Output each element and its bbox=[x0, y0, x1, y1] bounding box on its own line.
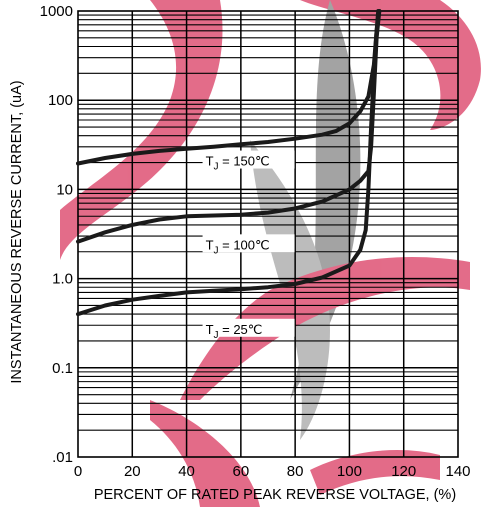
series-label-text: TJ = 25℃ bbox=[206, 322, 263, 341]
plot-frame bbox=[77, 10, 459, 458]
watermark bbox=[60, 0, 481, 507]
y-tick-label: 1000 bbox=[40, 3, 73, 20]
series-line bbox=[76, 9, 381, 166]
tick-labels: 0 20 40 60 80 100 120 140 1000 100 10 1.0 0.1 .01 bbox=[40, 3, 471, 480]
series-labels: TJ = 150℃ TJ = 100℃ TJ = 25℃ bbox=[202, 150, 295, 341]
x-tick-label: 140 bbox=[445, 463, 470, 480]
series-label-bg bbox=[202, 150, 295, 169]
y-tick-label: 1.0 bbox=[52, 271, 73, 288]
series-layer bbox=[76, 9, 382, 317]
y-tick-label: .01 bbox=[52, 449, 73, 466]
series-line bbox=[76, 9, 382, 317]
watermark-red-arc bbox=[60, 0, 223, 260]
series-label-text: TJ = 150℃ bbox=[206, 154, 270, 173]
series-label-text: TJ = 100℃ bbox=[206, 237, 270, 256]
series-label-bg bbox=[202, 234, 295, 253]
y-tick-label: 10 bbox=[56, 181, 73, 198]
x-tick-label: 40 bbox=[178, 463, 195, 480]
x-axis-label: PERCENT OF RATED PEAK REVERSE VOLTAGE, (… bbox=[94, 487, 456, 503]
x-tick-label: 60 bbox=[233, 463, 250, 480]
watermark-red-arc bbox=[300, 0, 481, 130]
watermark-red-arc bbox=[150, 400, 260, 507]
x-tick-label: 80 bbox=[287, 463, 304, 480]
series-label-bg bbox=[202, 318, 295, 337]
x-tick-label: 100 bbox=[337, 463, 362, 480]
y-tick-label: 100 bbox=[48, 92, 73, 109]
y-tick-label: 0.1 bbox=[52, 360, 73, 377]
x-tick-label: 0 bbox=[74, 463, 82, 480]
x-tick-label: 120 bbox=[391, 463, 416, 480]
x-tick-label: 20 bbox=[124, 463, 141, 480]
y-axis-label: INSTANTANEOUS REVERSE CURRENT, (uA) bbox=[9, 80, 25, 383]
series-label: TJ = 25℃ bbox=[202, 318, 295, 341]
series-label: TJ = 150℃ bbox=[202, 150, 295, 173]
series-label: TJ = 100℃ bbox=[202, 234, 295, 256]
plot-grid bbox=[77, 10, 459, 458]
watermark-red-arc bbox=[310, 450, 440, 495]
